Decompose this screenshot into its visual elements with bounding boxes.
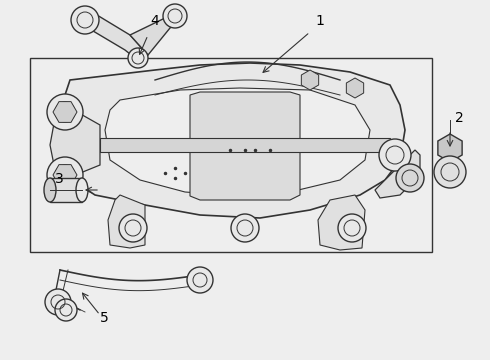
Polygon shape xyxy=(375,150,420,198)
Text: 2: 2 xyxy=(455,111,464,125)
Circle shape xyxy=(119,214,147,242)
Polygon shape xyxy=(58,63,405,218)
Ellipse shape xyxy=(44,178,56,202)
Circle shape xyxy=(128,48,148,68)
Polygon shape xyxy=(318,195,365,250)
Text: 5: 5 xyxy=(100,311,109,325)
Polygon shape xyxy=(50,108,100,178)
Polygon shape xyxy=(301,70,319,90)
Polygon shape xyxy=(53,102,77,122)
Circle shape xyxy=(396,164,424,192)
Polygon shape xyxy=(53,165,77,185)
Text: 4: 4 xyxy=(150,14,159,28)
Text: 1: 1 xyxy=(315,14,324,28)
Circle shape xyxy=(163,4,187,28)
Circle shape xyxy=(231,214,259,242)
Polygon shape xyxy=(346,78,364,98)
Circle shape xyxy=(45,289,71,315)
Polygon shape xyxy=(108,195,145,248)
Circle shape xyxy=(55,299,77,321)
Polygon shape xyxy=(130,12,182,55)
Polygon shape xyxy=(105,88,370,196)
Text: 3: 3 xyxy=(55,172,64,186)
Circle shape xyxy=(47,157,83,193)
Bar xyxy=(30,58,432,252)
Polygon shape xyxy=(438,134,462,162)
Polygon shape xyxy=(100,138,390,152)
Ellipse shape xyxy=(76,178,88,202)
Polygon shape xyxy=(78,12,148,62)
Polygon shape xyxy=(190,92,300,200)
Circle shape xyxy=(338,214,366,242)
Circle shape xyxy=(379,139,411,171)
Circle shape xyxy=(434,156,466,188)
Circle shape xyxy=(47,94,83,130)
Circle shape xyxy=(71,6,99,34)
Polygon shape xyxy=(50,178,82,202)
Circle shape xyxy=(187,267,213,293)
